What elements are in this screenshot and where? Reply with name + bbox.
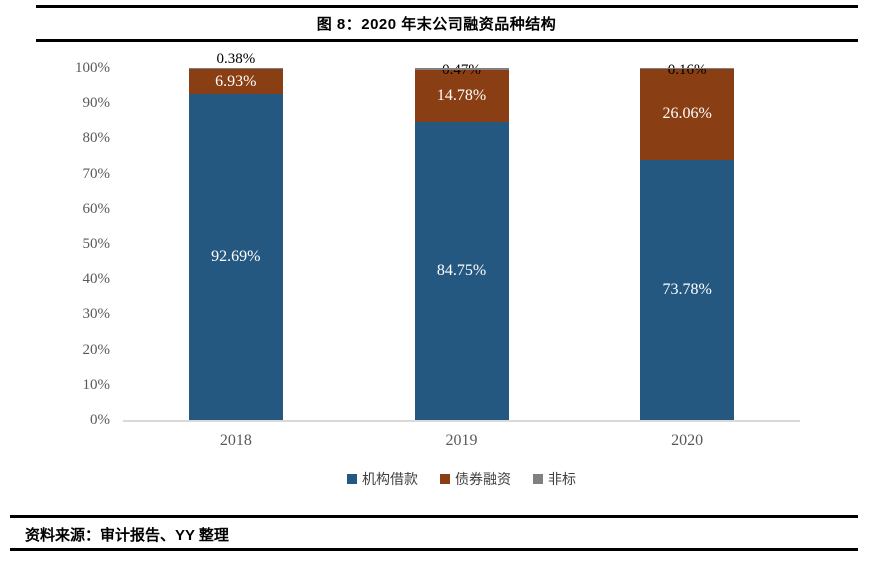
segment-non-standard-2019 [414, 68, 509, 70]
y-axis-tick-label: 40% [82, 271, 111, 288]
x-axis-label-2019: 2019 [445, 432, 478, 449]
title-divider-line [36, 39, 858, 42]
y-axis-tick-label: 70% [82, 165, 111, 182]
data-label-institutional-loans-2018: 92.69% [211, 247, 261, 265]
y-axis-tick-label: 10% [82, 376, 111, 393]
data-label-institutional-loans-2020: 73.78% [662, 281, 712, 299]
segment-non-standard-2018 [188, 68, 283, 70]
y-axis-tick-label: 30% [82, 306, 111, 323]
source-note: 资料来源：审计报告、YY 整理 [25, 527, 229, 544]
legend-item-non-standard: 非标 [533, 469, 576, 489]
segment-institutional-loans-2018: 92.69% [188, 93, 283, 420]
segment-bond-financing-2018: 6.93% [188, 69, 283, 94]
legend-item-institutional-loans: 机构借款 [347, 469, 418, 489]
y-axis-tick-label: 100% [75, 60, 110, 76]
legend-item-bond-financing: 债券融资 [440, 469, 511, 489]
legend-swatch-icon [533, 474, 543, 484]
data-label-bond-financing-2020: 26.06% [662, 105, 712, 123]
segment-bond-financing-2020: 26.06% [640, 68, 735, 161]
y-axis-tick-label: 0% [90, 412, 110, 428]
y-axis-tick-label: 50% [82, 236, 111, 252]
segment-institutional-loans-2019: 84.75% [414, 121, 509, 420]
top-divider-line [36, 5, 858, 8]
data-label-bond-financing-2018: 6.93% [215, 72, 257, 90]
stacked-bar-chart: 0% 10% 20% 30% 40% 50% 60% 70% 80% 90% 100% 92.69% 6… [75, 52, 800, 449]
legend-label: 债券融资 [455, 473, 511, 488]
x-axis-label-2020: 2020 [671, 432, 704, 449]
y-axis-tick-label: 20% [82, 341, 111, 358]
y-axis-tick-label: 80% [82, 130, 111, 147]
legend-swatch-icon [347, 474, 357, 484]
legend-label: 机构借款 [362, 473, 418, 488]
legend-swatch-icon [440, 474, 450, 484]
y-axis-tick-label: 90% [82, 95, 111, 112]
data-label-bond-financing-2019: 14.78% [436, 86, 487, 104]
chart-title: 图 8：2020 年末公司融资品种结构 [316, 16, 557, 33]
y-axis-tick-label: 60% [82, 200, 111, 217]
segment-non-standard-2020 [640, 68, 735, 69]
legend-label: 非标 [548, 473, 576, 488]
data-label-non-standard-2019: 0.47% [442, 62, 481, 78]
chart-legend: 机构借款 债券融资 非标 [123, 469, 800, 489]
segment-institutional-loans-2020: 73.78% [640, 160, 735, 420]
segment-bond-financing-2019: 14.78% [414, 69, 509, 122]
source-top-divider-line [10, 515, 858, 518]
x-axis-label-2018: 2018 [219, 432, 252, 449]
x-axis-line [123, 420, 800, 422]
bottom-divider-line [10, 548, 858, 551]
data-label-institutional-loans-2019: 84.75% [436, 261, 487, 279]
data-label-non-standard-2018: 0.38% [216, 51, 256, 67]
data-label-non-standard-2020: 0.16% [667, 62, 707, 78]
